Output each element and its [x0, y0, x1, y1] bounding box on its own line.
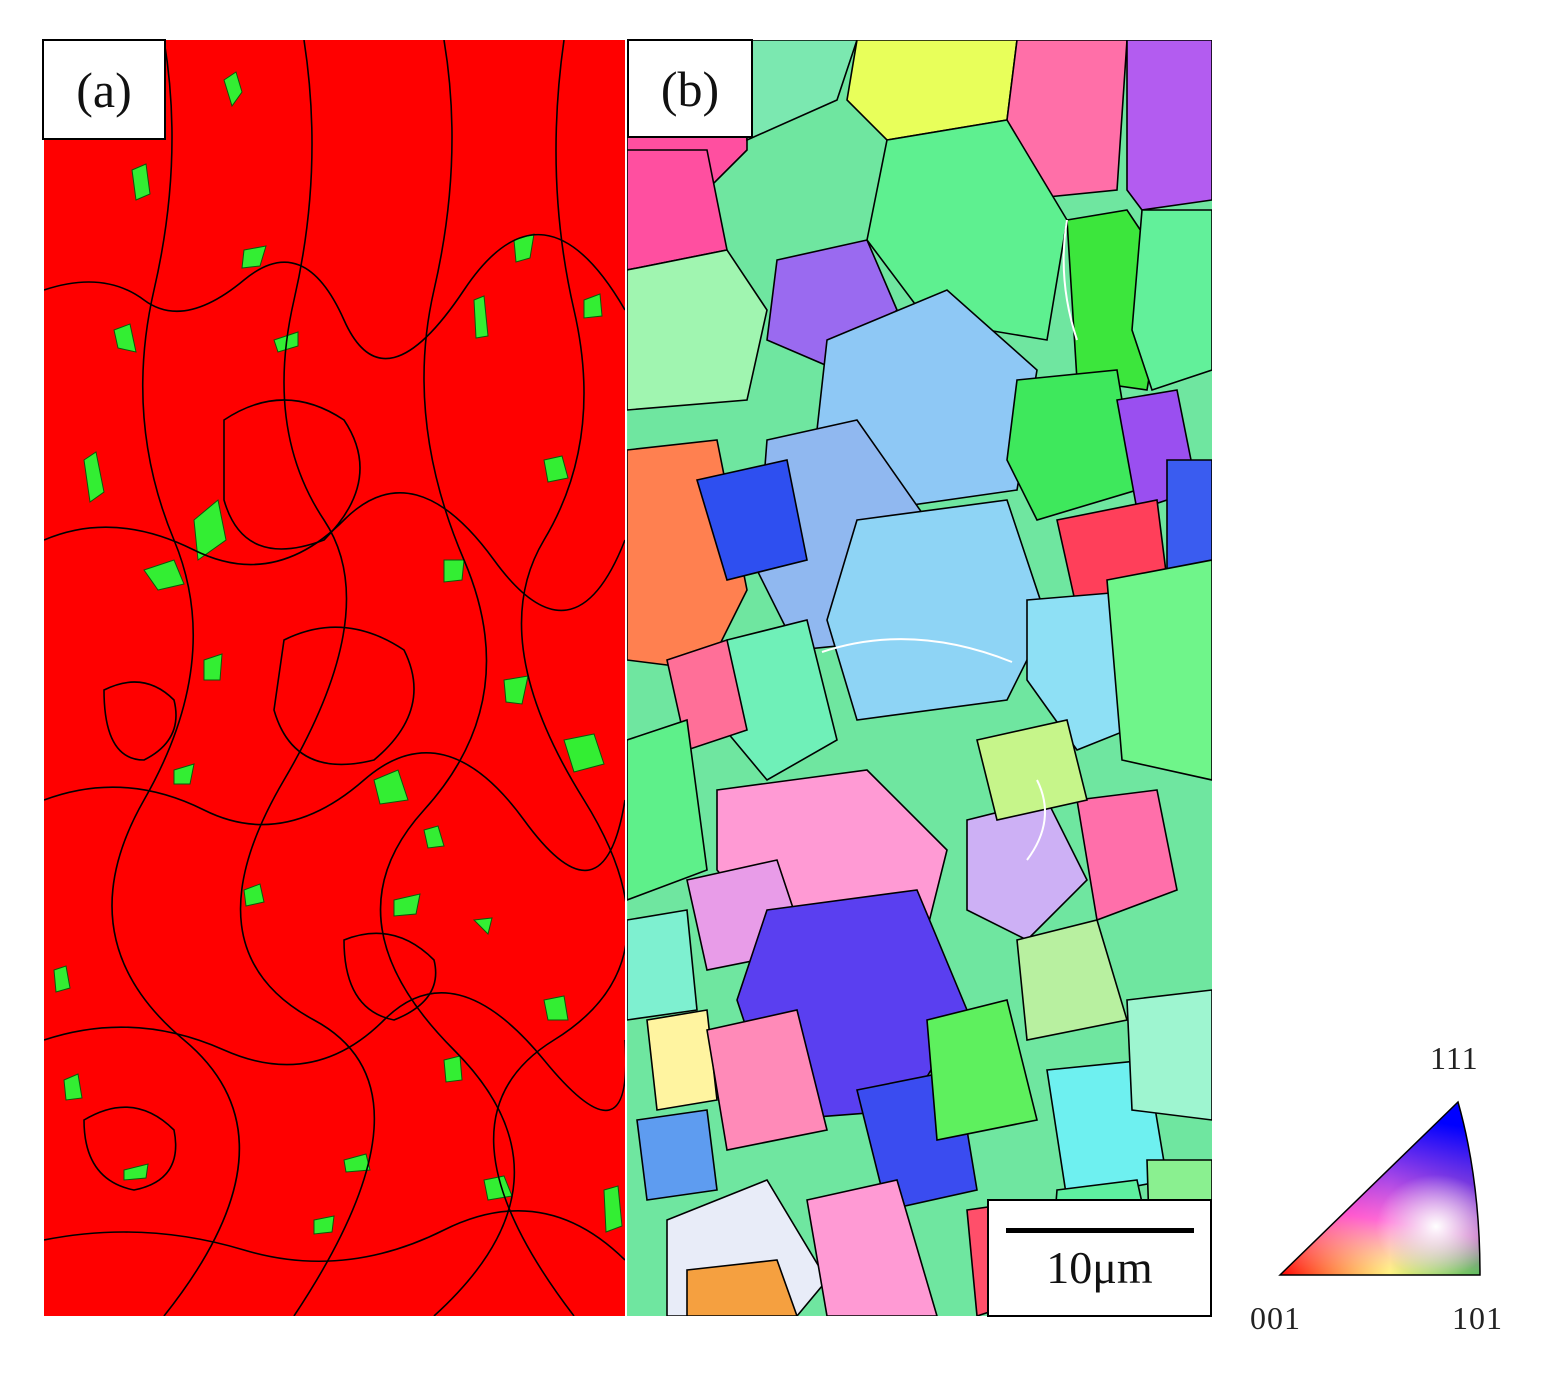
ipf-vertex-111: 111	[1430, 1040, 1479, 1076]
ipf-map-panel-b	[627, 40, 1212, 1316]
ipf-triangle-outline	[1278, 1100, 1481, 1276]
ipf-vertex-101: 101	[1452, 1300, 1503, 1336]
panel-label-a: (a)	[42, 39, 166, 140]
ipf-vertex-001: 001	[1250, 1300, 1301, 1336]
ipf-triangle-white	[1280, 1102, 1480, 1275]
ipf-map-image	[627, 40, 1212, 1316]
scale-bar-line	[1006, 1228, 1194, 1233]
panel-label-a-text: (a)	[76, 61, 132, 118]
scale-bar: 10μm	[987, 1199, 1212, 1317]
ipf-color-key	[1278, 1100, 1481, 1276]
phase-map-image	[44, 40, 625, 1316]
phase-map-panel-a	[44, 40, 625, 1316]
panel-label-b: (b)	[627, 39, 753, 138]
scale-bar-label: 10μm	[1046, 1242, 1153, 1293]
panel-label-b-text: (b)	[660, 60, 720, 117]
